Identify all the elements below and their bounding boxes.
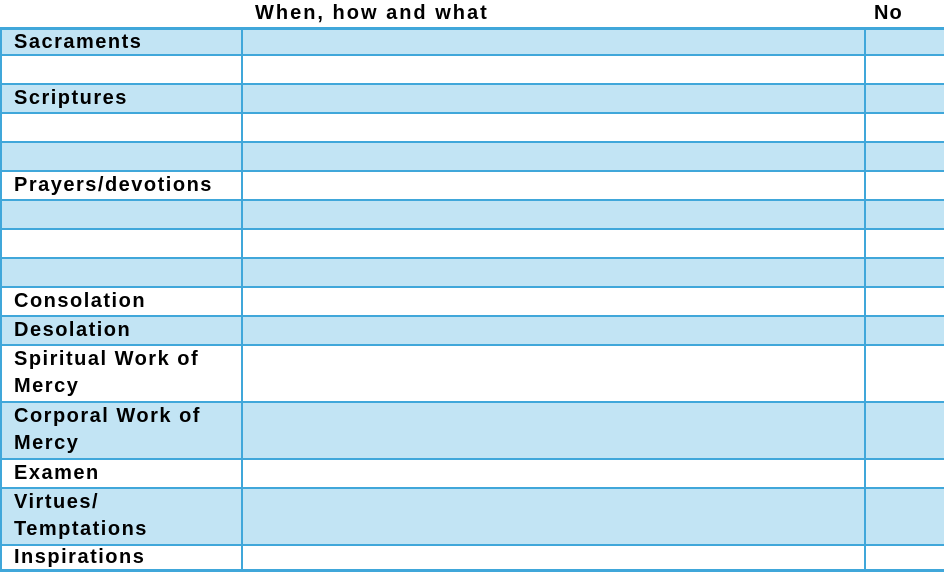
column-header-no: No	[874, 2, 903, 24]
table-row: Prayers/devotions	[2, 172, 944, 201]
entry-cell-when-how-what[interactable]	[243, 230, 866, 257]
table-row	[2, 259, 944, 288]
table-row: Inspirations	[2, 546, 944, 572]
entry-cell-when-how-what[interactable]	[243, 317, 866, 344]
entry-cell-no[interactable]	[866, 403, 944, 458]
row-label-cell: Spiritual Work of Mercy	[2, 346, 243, 401]
entry-cell-when-how-what[interactable]	[243, 403, 866, 458]
table-row	[2, 201, 944, 230]
table-row: Consolation	[2, 288, 944, 317]
table-row: Scriptures	[2, 85, 944, 114]
entry-cell-no[interactable]	[866, 85, 944, 112]
entry-cell-when-how-what[interactable]	[243, 546, 866, 569]
empty-label-cell[interactable]	[2, 230, 243, 257]
empty-label-cell[interactable]	[2, 259, 243, 286]
table-row	[2, 56, 944, 85]
entry-cell-when-how-what[interactable]	[243, 346, 866, 401]
row-label-cell: Examen	[2, 460, 243, 487]
table-row: Spiritual Work of Mercy	[2, 346, 944, 403]
row-label-cell: Corporal Work of Mercy	[2, 403, 243, 458]
entry-cell-no[interactable]	[866, 114, 944, 141]
entry-cell-no[interactable]	[866, 546, 944, 569]
row-label-cell: Virtues/ Temptations	[2, 489, 243, 544]
entry-cell-when-how-what[interactable]	[243, 172, 866, 199]
table-row: Examen	[2, 460, 944, 489]
table-row: Virtues/ Temptations	[2, 489, 944, 546]
entry-cell-no[interactable]	[866, 460, 944, 487]
empty-label-cell[interactable]	[2, 201, 243, 228]
row-label-cell: Prayers/devotions	[2, 172, 243, 199]
entry-cell-when-how-what[interactable]	[243, 30, 866, 54]
entry-cell-no[interactable]	[866, 201, 944, 228]
empty-label-cell[interactable]	[2, 56, 243, 83]
row-label-cell: Consolation	[2, 288, 243, 315]
entry-cell-when-how-what[interactable]	[243, 114, 866, 141]
entry-cell-no[interactable]	[866, 172, 944, 199]
entry-cell-when-how-what[interactable]	[243, 56, 866, 83]
table-row: Desolation	[2, 317, 944, 346]
table-row	[2, 230, 944, 259]
row-label-cell: Sacraments	[2, 30, 243, 54]
column-header-when-how-what: When, how and what	[255, 2, 489, 24]
entry-cell-no[interactable]	[866, 30, 944, 54]
entry-cell-no[interactable]	[866, 259, 944, 286]
empty-label-cell[interactable]	[2, 143, 243, 170]
worksheet-table: Sacraments Scriptures Prayers/devotions Con…	[0, 27, 944, 572]
table-row	[2, 143, 944, 172]
entry-cell-when-how-what[interactable]	[243, 489, 866, 544]
entry-cell-no[interactable]	[866, 230, 944, 257]
entry-cell-no[interactable]	[866, 489, 944, 544]
entry-cell-no[interactable]	[866, 346, 944, 401]
entry-cell-when-how-what[interactable]	[243, 259, 866, 286]
entry-cell-no[interactable]	[866, 143, 944, 170]
row-label-cell: Scriptures	[2, 85, 243, 112]
table-row: Sacraments	[2, 30, 944, 56]
entry-cell-no[interactable]	[866, 56, 944, 83]
entry-cell-when-how-what[interactable]	[243, 201, 866, 228]
table-row: Corporal Work of Mercy	[2, 403, 944, 460]
entry-cell-when-how-what[interactable]	[243, 143, 866, 170]
entry-cell-when-how-what[interactable]	[243, 460, 866, 487]
entry-cell-when-how-what[interactable]	[243, 288, 866, 315]
entry-cell-no[interactable]	[866, 317, 944, 344]
table-row	[2, 114, 944, 143]
entry-cell-when-how-what[interactable]	[243, 85, 866, 112]
empty-label-cell[interactable]	[2, 114, 243, 141]
row-label-cell: Inspirations	[2, 546, 243, 569]
row-label-cell: Desolation	[2, 317, 243, 344]
entry-cell-no[interactable]	[866, 288, 944, 315]
